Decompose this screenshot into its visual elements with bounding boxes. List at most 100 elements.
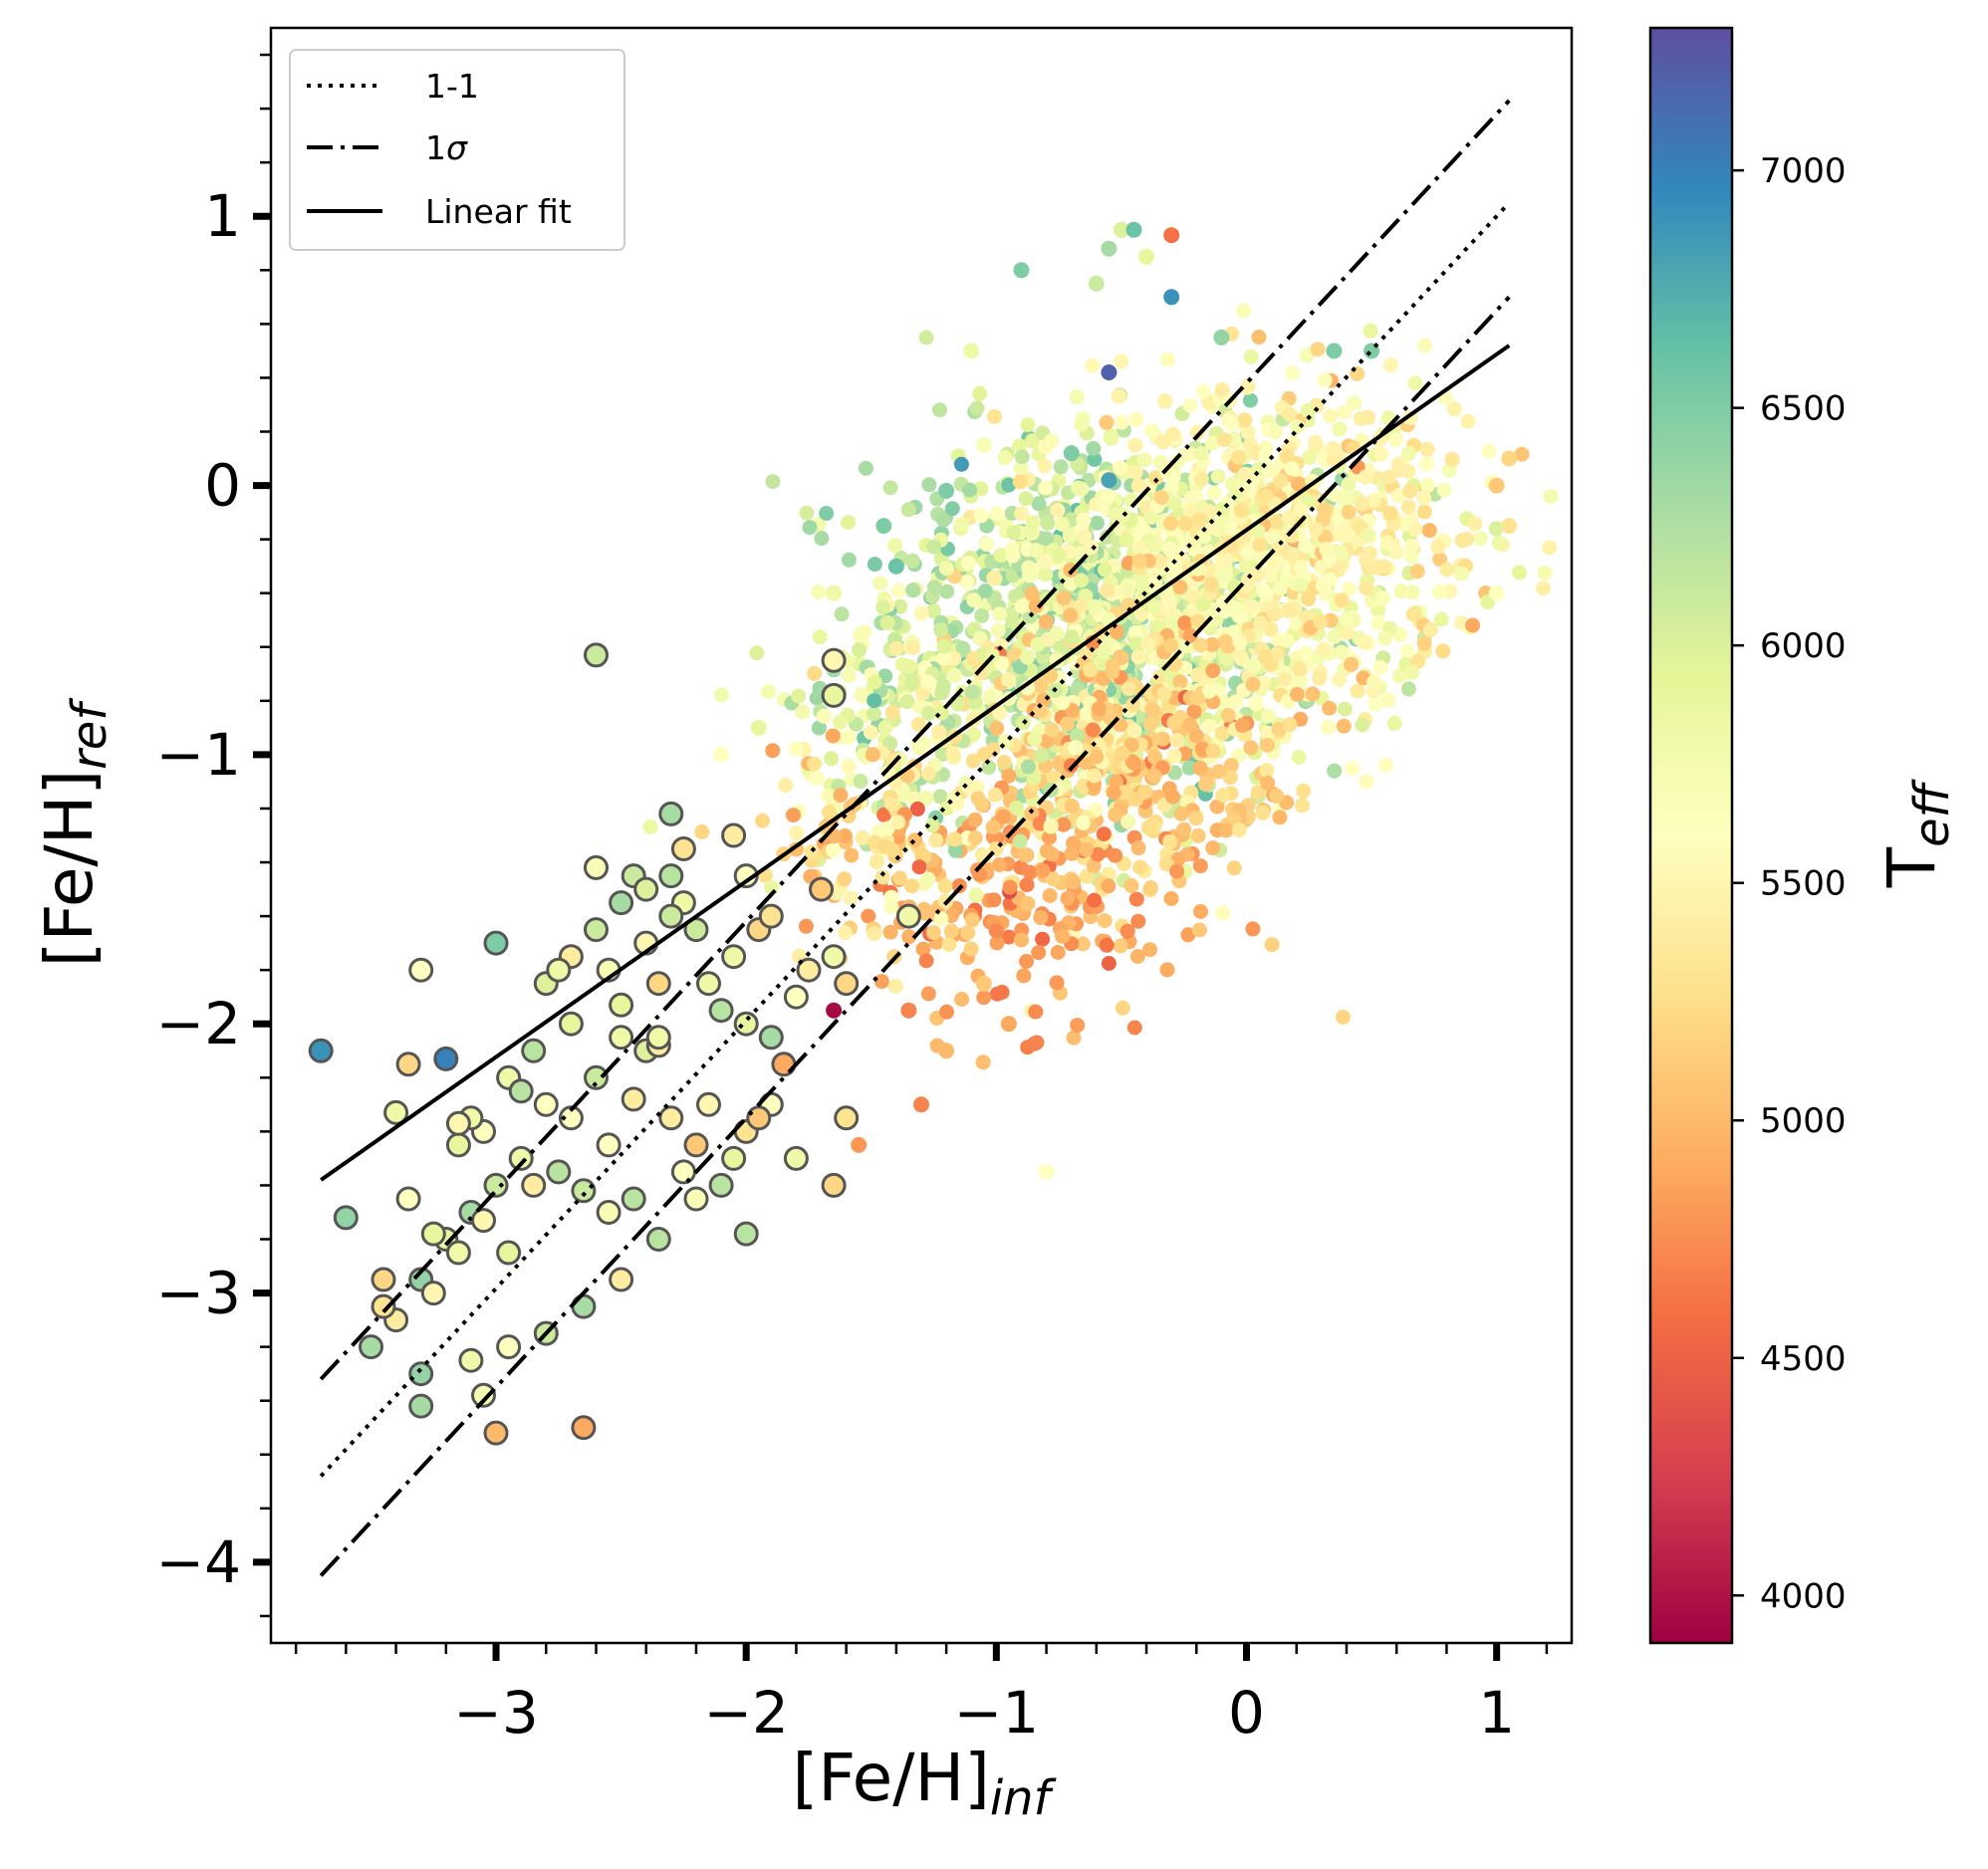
scatter-point: [1049, 626, 1065, 641]
scatter-point: [867, 557, 882, 573]
scatter-point: [1115, 1000, 1130, 1016]
scatter-point: [1140, 636, 1156, 652]
scatter-point: [904, 878, 919, 894]
scatter-point: [1182, 446, 1198, 462]
scatter-point: [826, 842, 842, 858]
scatter-point: [1162, 833, 1178, 849]
scatter-point: [900, 1002, 917, 1019]
scatter-point: [1130, 840, 1146, 856]
scatter-point: [1020, 649, 1036, 665]
scatter-point: [1379, 535, 1395, 551]
scatter-point: [854, 687, 870, 703]
scatter-point: [882, 480, 898, 496]
x-axis-title: [Fe/H]inf: [793, 1740, 1057, 1826]
scatter-point: [1409, 564, 1425, 580]
circled-point: [633, 876, 659, 902]
scatter-point: [926, 539, 942, 555]
scatter-point: [1001, 929, 1017, 945]
scatter-point: [1407, 375, 1423, 391]
scatter-point: [1125, 697, 1140, 713]
scatter-point: [1135, 577, 1151, 592]
circled-point: [433, 1046, 459, 1071]
scatter-point: [1013, 461, 1029, 476]
scatter-point: [1390, 488, 1406, 504]
scatter-point: [1453, 566, 1469, 582]
scatter-point: [913, 605, 929, 621]
scatter-point: [1127, 437, 1143, 453]
scatter-point: [1024, 433, 1040, 449]
scatter-point: [1433, 611, 1449, 627]
scatter-point: [1355, 496, 1370, 512]
scatter-point: [1113, 221, 1129, 238]
scatter-point: [1363, 546, 1377, 561]
scatter-point: [1159, 351, 1175, 367]
scatter-point: [1004, 542, 1020, 558]
scatter-point: [713, 746, 730, 763]
colorbar: 4000 4500 5000 5500 6000 6500 7000 Teff: [1648, 26, 1960, 1645]
scatter-point: [924, 818, 940, 833]
scatter-point: [1419, 477, 1435, 493]
scatter-point: [1512, 565, 1528, 581]
scatter-point: [1146, 768, 1162, 784]
circled-point: [746, 1105, 772, 1131]
scatter-point: [694, 824, 710, 839]
scatter-point: [1326, 441, 1342, 456]
scatter-point: [1260, 737, 1275, 753]
scatter-point: [1393, 584, 1409, 599]
scatter-point: [1293, 577, 1309, 592]
scatter-point: [1162, 516, 1178, 531]
scatter-point: [964, 684, 980, 700]
circled-point: [809, 876, 834, 902]
scatter-point: [1229, 601, 1245, 617]
scatter-point: [1491, 535, 1507, 551]
scatter-point: [926, 580, 942, 595]
scatter-point: [1543, 489, 1559, 505]
circled-point: [558, 1011, 584, 1037]
scatter-point: [993, 548, 1009, 564]
scatter-point: [1127, 464, 1143, 480]
scatter-point: [1216, 554, 1232, 570]
scatter-point: [890, 583, 906, 598]
scatter-point: [755, 813, 771, 828]
circled-point: [821, 682, 847, 708]
scatter-point: [1068, 740, 1084, 756]
scatter-point: [989, 721, 1005, 736]
scatter-point: [1089, 515, 1105, 531]
x-axis-title-main: [Fe/H]: [793, 1740, 990, 1816]
circled-point: [471, 1208, 496, 1234]
circled-point: [359, 1334, 383, 1360]
scatter-point: [1029, 1035, 1045, 1051]
scatter-point: [911, 859, 927, 875]
scatter-point: [1014, 598, 1030, 614]
scatter-point: [1224, 520, 1240, 536]
circled-point: [584, 917, 609, 943]
scatter-point: [1007, 646, 1023, 662]
scatter-point: [986, 571, 1002, 585]
scatter-point: [1071, 480, 1086, 496]
circled-point: [471, 1382, 496, 1408]
scatter-point: [824, 751, 840, 767]
scatter-point: [1182, 628, 1198, 643]
scatter-point: [1226, 811, 1242, 826]
scatter-point: [963, 941, 979, 957]
scatter-point: [1001, 477, 1017, 493]
scatter-point: [1101, 878, 1117, 894]
scatter-point: [1192, 922, 1207, 938]
scatter-point: [890, 815, 906, 830]
scatter-point: [904, 553, 920, 569]
scatter-point: [989, 935, 1005, 951]
scatter-point: [1261, 565, 1277, 581]
scatter-point: [1136, 452, 1152, 468]
scatter-point: [1142, 716, 1158, 732]
scatter-point: [834, 606, 850, 622]
scatter-point: [1049, 975, 1065, 991]
scatter-point: [995, 809, 1011, 824]
scatter-point: [1347, 395, 1363, 411]
scatter-point: [1020, 895, 1036, 911]
scatter-point: [1189, 667, 1205, 683]
scatter-point: [1419, 456, 1434, 472]
scatter-point: [1108, 847, 1123, 863]
scatter-point: [1012, 474, 1028, 490]
circled-point: [758, 903, 784, 929]
circled-point: [596, 1200, 621, 1225]
